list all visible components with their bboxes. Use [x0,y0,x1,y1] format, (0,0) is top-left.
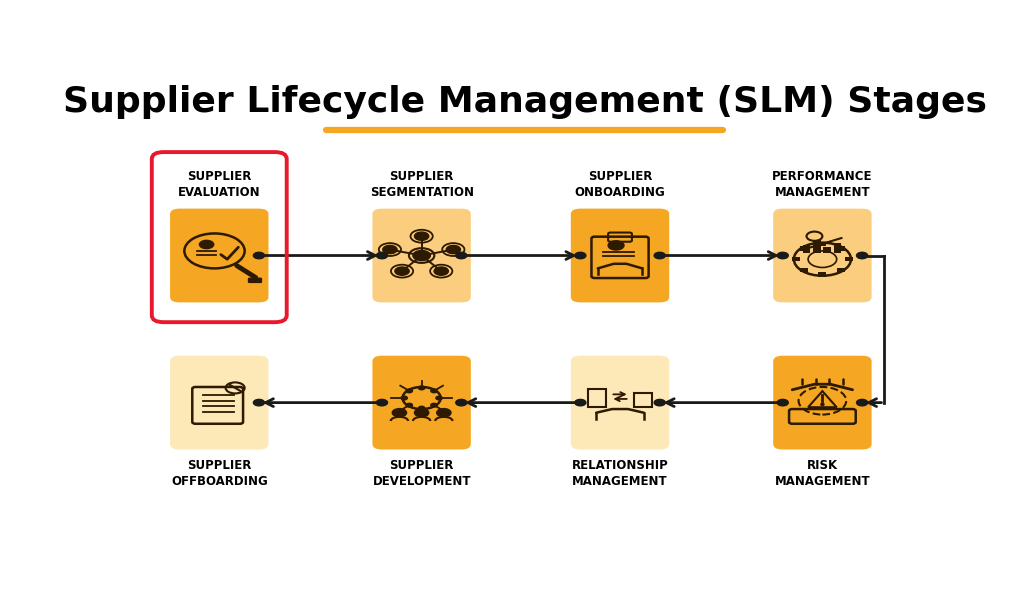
Circle shape [383,245,397,254]
Circle shape [431,404,437,407]
Text: SUPPLIER
SEGMENTATION: SUPPLIER SEGMENTATION [370,170,474,199]
Circle shape [377,253,387,259]
Text: RELATIONSHIP
MANAGEMENT: RELATIONSHIP MANAGEMENT [571,459,669,488]
Circle shape [574,253,586,259]
Circle shape [856,399,867,406]
Circle shape [407,389,413,393]
Circle shape [253,399,264,406]
FancyBboxPatch shape [800,267,808,272]
FancyBboxPatch shape [570,208,670,303]
Circle shape [200,241,214,248]
Circle shape [413,251,430,260]
Circle shape [395,267,410,275]
Circle shape [654,399,666,406]
FancyBboxPatch shape [373,356,471,450]
Circle shape [419,386,425,390]
Circle shape [436,408,451,417]
FancyBboxPatch shape [170,208,268,303]
Circle shape [431,389,437,393]
Circle shape [377,399,387,406]
Circle shape [608,241,624,250]
Circle shape [415,232,429,241]
FancyBboxPatch shape [803,245,811,253]
Circle shape [446,245,461,254]
Circle shape [407,404,413,407]
FancyBboxPatch shape [823,247,831,253]
FancyBboxPatch shape [818,242,826,247]
Circle shape [401,396,408,400]
Circle shape [392,408,407,417]
Text: PERFORMANCE
MANAGEMENT: PERFORMANCE MANAGEMENT [772,170,872,199]
Text: RISK
MANAGEMENT: RISK MANAGEMENT [774,459,870,488]
Circle shape [253,253,264,259]
FancyBboxPatch shape [773,356,871,450]
Circle shape [415,408,429,417]
Circle shape [436,396,442,400]
Circle shape [777,399,788,406]
Text: SUPPLIER
ONBOARDING: SUPPLIER ONBOARDING [574,170,666,199]
Circle shape [456,253,467,259]
FancyBboxPatch shape [834,242,842,253]
Circle shape [434,267,449,275]
Circle shape [419,407,425,410]
FancyBboxPatch shape [818,272,826,276]
Circle shape [821,404,824,405]
Circle shape [654,253,666,259]
FancyBboxPatch shape [170,356,268,450]
FancyBboxPatch shape [248,278,262,283]
FancyBboxPatch shape [570,356,670,450]
Text: Supplier Lifecycle Management (SLM) Stages: Supplier Lifecycle Management (SLM) Stag… [62,85,987,119]
Circle shape [777,253,788,259]
FancyBboxPatch shape [837,267,845,272]
Text: SUPPLIER
OFFBOARDING: SUPPLIER OFFBOARDING [171,459,267,488]
FancyBboxPatch shape [793,257,800,261]
FancyBboxPatch shape [813,240,821,253]
Circle shape [574,399,586,406]
FancyBboxPatch shape [837,246,845,251]
Text: SUPPLIER
EVALUATION: SUPPLIER EVALUATION [178,170,260,199]
Text: SUPPLIER
DEVELOPMENT: SUPPLIER DEVELOPMENT [373,459,471,488]
FancyBboxPatch shape [800,246,808,251]
FancyBboxPatch shape [373,208,471,303]
FancyBboxPatch shape [845,257,853,261]
FancyBboxPatch shape [773,208,871,303]
Circle shape [456,399,467,406]
Circle shape [856,253,867,259]
